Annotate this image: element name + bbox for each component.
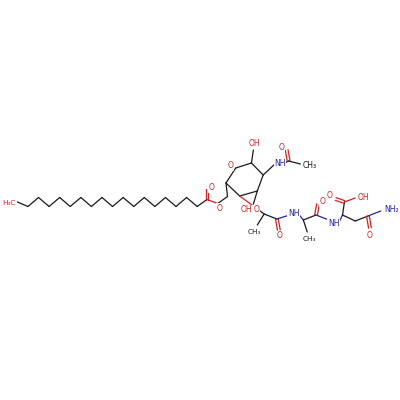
- Text: O: O: [277, 232, 283, 240]
- Text: CH₃: CH₃: [302, 160, 316, 170]
- Text: O: O: [253, 206, 259, 214]
- Text: NH: NH: [328, 218, 340, 228]
- Text: OH: OH: [248, 140, 260, 148]
- Text: O: O: [320, 198, 326, 206]
- Text: O: O: [367, 230, 373, 240]
- Text: OH: OH: [241, 206, 252, 214]
- Text: CH₃: CH₃: [248, 229, 261, 235]
- Text: O: O: [228, 162, 234, 170]
- Text: NH₂: NH₂: [384, 206, 399, 214]
- Text: CH₃: CH₃: [302, 236, 316, 242]
- Text: O: O: [217, 204, 223, 213]
- Text: O: O: [209, 183, 215, 192]
- Text: O: O: [279, 144, 285, 152]
- Text: NH: NH: [288, 210, 299, 218]
- Text: OH: OH: [357, 192, 369, 202]
- Text: NH: NH: [274, 158, 286, 168]
- Text: H₃C: H₃C: [2, 200, 16, 206]
- Text: O: O: [327, 190, 333, 200]
